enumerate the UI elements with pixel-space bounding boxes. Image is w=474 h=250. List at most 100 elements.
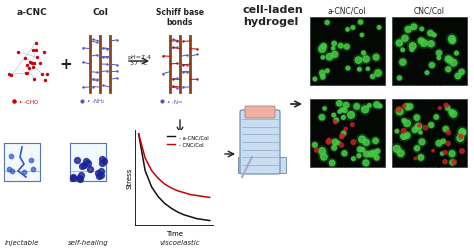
Circle shape xyxy=(396,76,403,82)
Circle shape xyxy=(366,150,375,159)
Bar xyxy=(238,157,246,173)
Point xyxy=(103,70,111,73)
Circle shape xyxy=(319,74,326,81)
Circle shape xyxy=(417,138,427,147)
Circle shape xyxy=(410,126,419,135)
Circle shape xyxy=(320,154,327,160)
Circle shape xyxy=(345,28,350,33)
Circle shape xyxy=(449,110,454,115)
Point xyxy=(113,70,121,74)
Circle shape xyxy=(365,67,370,72)
Circle shape xyxy=(342,132,346,136)
Circle shape xyxy=(374,55,379,61)
FancyBboxPatch shape xyxy=(245,106,275,118)
Circle shape xyxy=(435,139,443,148)
Circle shape xyxy=(404,133,410,139)
Circle shape xyxy=(359,33,365,38)
Circle shape xyxy=(312,143,317,148)
Circle shape xyxy=(438,107,441,110)
Point xyxy=(44,72,51,76)
Circle shape xyxy=(374,102,380,108)
Circle shape xyxy=(415,146,419,151)
Circle shape xyxy=(353,56,364,66)
Circle shape xyxy=(424,70,430,76)
Circle shape xyxy=(352,157,355,161)
Point xyxy=(78,100,86,103)
Point xyxy=(10,100,18,103)
Circle shape xyxy=(318,70,327,78)
Circle shape xyxy=(423,126,428,130)
Circle shape xyxy=(320,56,325,61)
Point xyxy=(169,85,177,89)
Circle shape xyxy=(374,156,379,160)
Circle shape xyxy=(418,155,424,160)
Circle shape xyxy=(313,78,317,82)
Circle shape xyxy=(346,67,350,71)
Circle shape xyxy=(345,66,351,72)
Circle shape xyxy=(426,30,435,38)
Circle shape xyxy=(351,156,356,162)
Circle shape xyxy=(331,46,336,52)
Circle shape xyxy=(448,58,459,69)
Circle shape xyxy=(363,57,369,63)
Point xyxy=(93,41,101,45)
Circle shape xyxy=(324,52,335,62)
Text: $\bullet$ -NH$_2$: $\bullet$ -NH$_2$ xyxy=(86,97,105,106)
Circle shape xyxy=(436,56,442,61)
Circle shape xyxy=(337,43,344,50)
Circle shape xyxy=(332,114,336,117)
Point xyxy=(23,72,31,76)
Circle shape xyxy=(362,106,369,114)
Circle shape xyxy=(406,103,414,112)
Circle shape xyxy=(404,105,411,112)
Circle shape xyxy=(432,150,434,152)
Circle shape xyxy=(402,118,412,129)
Circle shape xyxy=(420,40,427,47)
Point xyxy=(70,175,77,179)
Point xyxy=(79,86,87,90)
Circle shape xyxy=(358,21,363,25)
Circle shape xyxy=(395,130,399,133)
Circle shape xyxy=(362,150,371,159)
Circle shape xyxy=(444,66,452,74)
Circle shape xyxy=(400,60,406,66)
Point xyxy=(29,66,37,70)
Point xyxy=(79,47,87,51)
Circle shape xyxy=(396,108,401,112)
Point xyxy=(95,174,102,178)
Circle shape xyxy=(319,71,325,76)
Circle shape xyxy=(356,146,364,154)
Point xyxy=(38,72,46,76)
Circle shape xyxy=(356,67,362,73)
Circle shape xyxy=(366,103,372,109)
Circle shape xyxy=(446,68,451,72)
Point xyxy=(75,177,83,181)
Circle shape xyxy=(373,69,383,79)
Circle shape xyxy=(401,129,406,134)
Circle shape xyxy=(446,106,450,111)
Circle shape xyxy=(340,136,344,139)
Circle shape xyxy=(429,63,434,68)
Circle shape xyxy=(428,62,436,70)
Circle shape xyxy=(367,104,371,108)
Circle shape xyxy=(440,152,445,156)
Point xyxy=(99,84,107,88)
Circle shape xyxy=(370,149,379,158)
Point xyxy=(23,72,30,76)
Point xyxy=(179,70,187,74)
Circle shape xyxy=(341,116,345,120)
Text: CNC/Col: CNC/Col xyxy=(413,7,445,16)
Circle shape xyxy=(357,154,361,158)
Circle shape xyxy=(435,50,443,58)
Circle shape xyxy=(402,119,406,123)
Circle shape xyxy=(402,131,412,141)
Circle shape xyxy=(324,20,330,26)
Circle shape xyxy=(319,43,328,51)
Circle shape xyxy=(344,45,349,50)
Circle shape xyxy=(448,109,455,116)
Point xyxy=(94,171,101,175)
Point xyxy=(193,48,201,52)
Point xyxy=(78,173,85,177)
Circle shape xyxy=(330,144,338,152)
Circle shape xyxy=(443,151,447,154)
